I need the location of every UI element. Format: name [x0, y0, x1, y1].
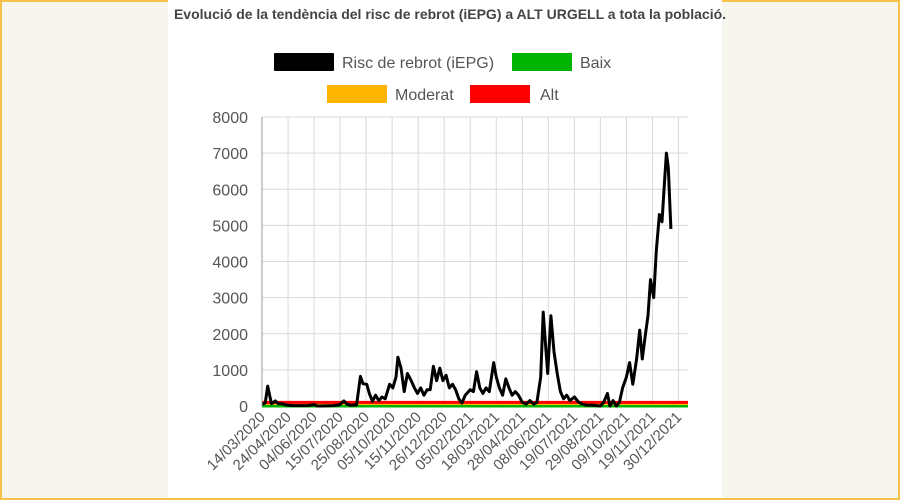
- legend-label-iepg: Risc de rebrot (iEPG): [342, 55, 494, 72]
- legend-swatch-moderat: [327, 85, 387, 103]
- grid: [261, 116, 688, 407]
- axes: 01000200030004000500060007000800014/03/2…: [204, 110, 686, 474]
- legend-item-baix[interactable]: Baix: [512, 53, 611, 72]
- y-tick-label: 1000: [212, 363, 248, 380]
- legend-swatch-baix: [512, 53, 572, 71]
- y-tick-label: 3000: [212, 291, 248, 308]
- legend-label-moderat: Moderat: [395, 87, 454, 104]
- y-tick-label: 8000: [212, 110, 248, 127]
- legend-label-baix: Baix: [580, 55, 611, 72]
- y-tick-label: 6000: [212, 182, 248, 199]
- legend: Risc de rebrot (iEPG) Baix Moderat Alt: [274, 53, 611, 104]
- y-tick-label: 0: [239, 399, 248, 416]
- series-layer: [261, 151, 688, 408]
- legend-item-alt[interactable]: Alt: [470, 85, 559, 104]
- legend-item-moderat[interactable]: Moderat: [327, 85, 454, 104]
- legend-label-alt: Alt: [540, 87, 559, 104]
- y-tick-label: 7000: [212, 146, 248, 163]
- series-line-iepg: [261, 151, 673, 408]
- chart-title: Evolució de la tendència del risc de reb…: [173, 6, 727, 22]
- y-tick-label: 2000: [212, 327, 248, 344]
- y-tick-label: 4000: [212, 255, 248, 272]
- y-tick-label: 5000: [212, 218, 248, 235]
- legend-item-iepg[interactable]: Risc de rebrot (iEPG): [274, 53, 494, 72]
- chart-card: [168, 0, 722, 498]
- legend-swatch-alt: [470, 85, 530, 103]
- legend-swatch-iepg: [274, 53, 334, 71]
